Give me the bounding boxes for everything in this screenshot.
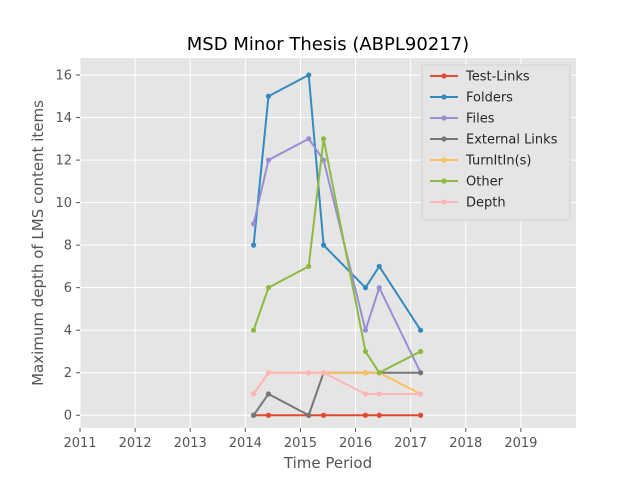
x-tick-label: 2016 bbox=[339, 436, 372, 451]
series-group bbox=[251, 370, 424, 397]
data-point bbox=[251, 242, 257, 248]
data-point bbox=[362, 412, 369, 418]
data-point bbox=[265, 285, 272, 291]
data-point bbox=[376, 263, 382, 269]
data-point bbox=[251, 412, 257, 418]
y-tick-label: 16 bbox=[55, 69, 72, 84]
data-point bbox=[417, 327, 424, 333]
legend-label: Files bbox=[466, 112, 495, 127]
series-group bbox=[251, 72, 424, 333]
data-point bbox=[265, 391, 272, 397]
x-tick-label: 2011 bbox=[63, 436, 96, 451]
x-tick-label: 2019 bbox=[504, 436, 537, 451]
series-group bbox=[251, 136, 424, 376]
legend-swatch-marker bbox=[441, 199, 447, 205]
data-point bbox=[265, 157, 272, 163]
data-point bbox=[306, 370, 312, 376]
data-point bbox=[320, 370, 327, 376]
y-tick-label: 4 bbox=[64, 324, 72, 339]
data-point bbox=[251, 221, 257, 227]
legend-swatch-marker bbox=[441, 73, 447, 79]
y-axis-label: Maximum depth of LMS content items bbox=[29, 100, 47, 386]
data-point bbox=[417, 412, 424, 418]
y-tick-label: 6 bbox=[64, 281, 72, 296]
x-tick-label: 2014 bbox=[229, 436, 262, 451]
legend-frame bbox=[421, 64, 571, 221]
x-tick-label: 2013 bbox=[174, 436, 207, 451]
legend-swatch-marker bbox=[441, 178, 447, 184]
data-point bbox=[417, 370, 424, 376]
data-point bbox=[320, 136, 327, 142]
data-point bbox=[306, 72, 312, 78]
data-point bbox=[320, 242, 327, 248]
y-tick-label: 2 bbox=[64, 366, 72, 381]
series bbox=[251, 72, 424, 418]
y-tick-label: 12 bbox=[55, 154, 72, 169]
legend-swatch-marker bbox=[441, 136, 447, 142]
data-point bbox=[362, 327, 369, 333]
legend-label: External Links bbox=[466, 133, 558, 148]
legend-swatch-marker bbox=[441, 94, 447, 100]
legend-swatch-marker bbox=[441, 115, 447, 121]
data-point bbox=[376, 370, 382, 376]
data-point bbox=[320, 412, 327, 418]
y-tick-label: 10 bbox=[55, 196, 72, 211]
legend: Test-Links Folders Files External Links Turn… bbox=[421, 64, 571, 221]
data-point bbox=[417, 348, 424, 355]
axis-ticks: 2011 2012 2013 2014 2015 2016 2017 2018 2019 0 2 4 6… bbox=[55, 69, 537, 451]
chart-title: MSD Minor Thesis (ABPL90217) bbox=[187, 34, 469, 55]
data-point bbox=[320, 157, 327, 163]
y-tick-label: 8 bbox=[64, 239, 72, 254]
data-point bbox=[265, 93, 272, 99]
data-point bbox=[362, 348, 369, 355]
data-point bbox=[376, 391, 382, 397]
data-point bbox=[265, 370, 272, 376]
y-tick-label: 0 bbox=[64, 409, 72, 424]
legend-label: Test-Links bbox=[465, 70, 530, 85]
data-point bbox=[251, 327, 257, 333]
x-tick-label: 2017 bbox=[394, 436, 427, 451]
x-tick-label: 2012 bbox=[119, 436, 152, 451]
data-point bbox=[362, 370, 369, 376]
x-tick-label: 2018 bbox=[449, 436, 482, 451]
legend-label: Other bbox=[466, 175, 504, 190]
legend-label: Depth bbox=[466, 196, 506, 211]
x-tick-label: 2015 bbox=[284, 436, 317, 451]
data-point bbox=[251, 391, 257, 397]
x-axis-label: Time Period bbox=[283, 454, 372, 472]
y-tick-label: 14 bbox=[55, 111, 72, 126]
data-point bbox=[376, 412, 382, 418]
data-point bbox=[362, 391, 369, 397]
data-point bbox=[362, 285, 369, 291]
data-point bbox=[306, 136, 312, 142]
legend-label: Folders bbox=[466, 91, 513, 106]
data-point bbox=[306, 412, 312, 418]
data-point bbox=[306, 263, 312, 269]
legend-label: TurnItIn(s) bbox=[465, 154, 531, 169]
data-point bbox=[417, 391, 424, 397]
data-point bbox=[376, 285, 382, 291]
data-point bbox=[265, 412, 272, 418]
legend-swatch-marker bbox=[441, 157, 447, 163]
